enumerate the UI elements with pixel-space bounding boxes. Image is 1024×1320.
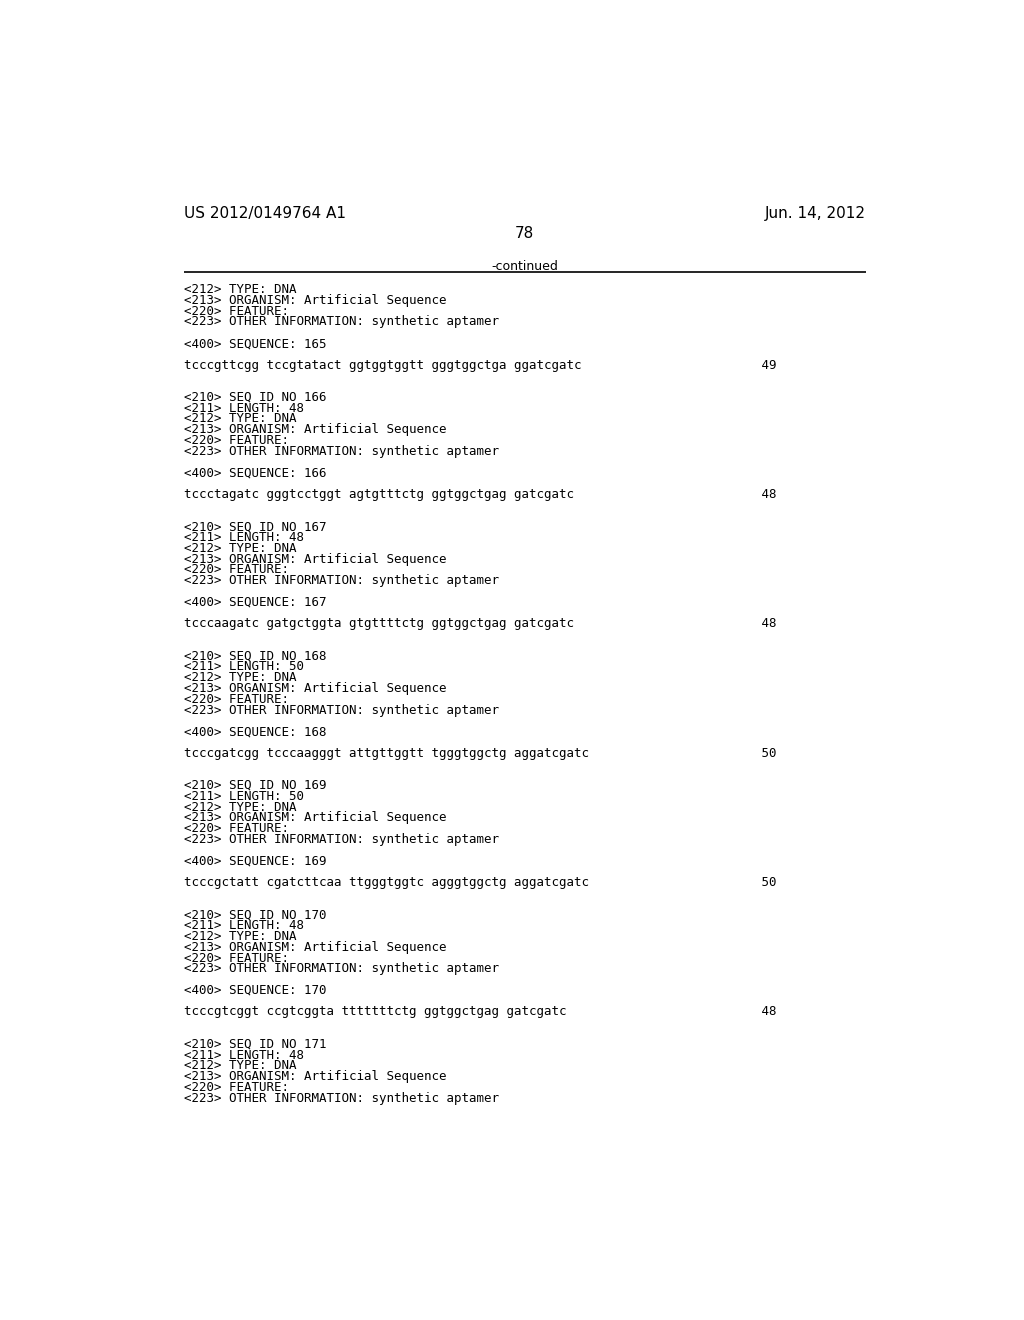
Text: Jun. 14, 2012: Jun. 14, 2012 (765, 206, 866, 222)
Text: <400> SEQUENCE: 167: <400> SEQUENCE: 167 (183, 595, 327, 609)
Text: tcccgctatt cgatcttcaa ttgggtggtc agggtggctg aggatcgatc                       50: tcccgctatt cgatcttcaa ttgggtggtc agggtgg… (183, 876, 776, 890)
Text: <213> ORGANISM: Artificial Sequence: <213> ORGANISM: Artificial Sequence (183, 682, 446, 696)
Text: <400> SEQUENCE: 170: <400> SEQUENCE: 170 (183, 983, 327, 997)
Text: <223> OTHER INFORMATION: synthetic aptamer: <223> OTHER INFORMATION: synthetic aptam… (183, 704, 499, 717)
Text: <211> LENGTH: 48: <211> LENGTH: 48 (183, 919, 304, 932)
Text: <220> FEATURE:: <220> FEATURE: (183, 1081, 289, 1094)
Text: tccctagatc gggtcctggt agtgtttctg ggtggctgag gatcgatc                         48: tccctagatc gggtcctggt agtgtttctg ggtggct… (183, 488, 776, 502)
Text: <211> LENGTH: 50: <211> LENGTH: 50 (183, 660, 304, 673)
Text: <213> ORGANISM: Artificial Sequence: <213> ORGANISM: Artificial Sequence (183, 294, 446, 308)
Text: tcccgtcggt ccgtcggta tttttttctg ggtggctgag gatcgatc                          48: tcccgtcggt ccgtcggta tttttttctg ggtggctg… (183, 1006, 776, 1019)
Text: <400> SEQUENCE: 169: <400> SEQUENCE: 169 (183, 854, 327, 867)
Text: <220> FEATURE:: <220> FEATURE: (183, 952, 289, 965)
Text: <212> TYPE: DNA: <212> TYPE: DNA (183, 543, 296, 554)
Text: <400> SEQUENCE: 165: <400> SEQUENCE: 165 (183, 337, 327, 350)
Text: <223> OTHER INFORMATION: synthetic aptamer: <223> OTHER INFORMATION: synthetic aptam… (183, 833, 499, 846)
Text: <220> FEATURE:: <220> FEATURE: (183, 822, 289, 836)
Text: <212> TYPE: DNA: <212> TYPE: DNA (183, 800, 296, 813)
Text: <223> OTHER INFORMATION: synthetic aptamer: <223> OTHER INFORMATION: synthetic aptam… (183, 1092, 499, 1105)
Text: <400> SEQUENCE: 166: <400> SEQUENCE: 166 (183, 466, 327, 479)
Text: tcccgatcgg tcccaagggt attgttggtt tgggtggctg aggatcgatc                       50: tcccgatcgg tcccaagggt attgttggtt tgggtgg… (183, 747, 776, 760)
Text: <211> LENGTH: 48: <211> LENGTH: 48 (183, 401, 304, 414)
Text: <213> ORGANISM: Artificial Sequence: <213> ORGANISM: Artificial Sequence (183, 424, 446, 437)
Text: <212> TYPE: DNA: <212> TYPE: DNA (183, 284, 296, 296)
Text: <213> ORGANISM: Artificial Sequence: <213> ORGANISM: Artificial Sequence (183, 812, 446, 825)
Text: -continued: -continued (492, 260, 558, 273)
Text: <210> SEQ ID NO 168: <210> SEQ ID NO 168 (183, 649, 327, 663)
Text: <212> TYPE: DNA: <212> TYPE: DNA (183, 929, 296, 942)
Text: <210> SEQ ID NO 166: <210> SEQ ID NO 166 (183, 391, 327, 404)
Text: 78: 78 (515, 226, 535, 242)
Text: <210> SEQ ID NO 169: <210> SEQ ID NO 169 (183, 779, 327, 792)
Text: <210> SEQ ID NO 170: <210> SEQ ID NO 170 (183, 908, 327, 921)
Text: <223> OTHER INFORMATION: synthetic aptamer: <223> OTHER INFORMATION: synthetic aptam… (183, 445, 499, 458)
Text: <213> ORGANISM: Artificial Sequence: <213> ORGANISM: Artificial Sequence (183, 553, 446, 566)
Text: <212> TYPE: DNA: <212> TYPE: DNA (183, 1059, 296, 1072)
Text: tcccaagatc gatgctggta gtgttttctg ggtggctgag gatcgatc                         48: tcccaagatc gatgctggta gtgttttctg ggtggct… (183, 618, 776, 631)
Text: <211> LENGTH: 50: <211> LENGTH: 50 (183, 789, 304, 803)
Text: <400> SEQUENCE: 168: <400> SEQUENCE: 168 (183, 725, 327, 738)
Text: <211> LENGTH: 48: <211> LENGTH: 48 (183, 531, 304, 544)
Text: <213> ORGANISM: Artificial Sequence: <213> ORGANISM: Artificial Sequence (183, 941, 446, 954)
Text: <212> TYPE: DNA: <212> TYPE: DNA (183, 671, 296, 684)
Text: US 2012/0149764 A1: US 2012/0149764 A1 (183, 206, 346, 222)
Text: <220> FEATURE:: <220> FEATURE: (183, 693, 289, 706)
Text: <223> OTHER INFORMATION: synthetic aptamer: <223> OTHER INFORMATION: synthetic aptam… (183, 315, 499, 329)
Text: tcccgttcgg tccgtatact ggtggtggtt gggtggctga ggatcgatc                        49: tcccgttcgg tccgtatact ggtggtggtt gggtggc… (183, 359, 776, 372)
Text: <210> SEQ ID NO 171: <210> SEQ ID NO 171 (183, 1038, 327, 1051)
Text: <213> ORGANISM: Artificial Sequence: <213> ORGANISM: Artificial Sequence (183, 1071, 446, 1084)
Text: <220> FEATURE:: <220> FEATURE: (183, 564, 289, 577)
Text: <211> LENGTH: 48: <211> LENGTH: 48 (183, 1048, 304, 1061)
Text: <210> SEQ ID NO 167: <210> SEQ ID NO 167 (183, 520, 327, 533)
Text: <212> TYPE: DNA: <212> TYPE: DNA (183, 412, 296, 425)
Text: <220> FEATURE:: <220> FEATURE: (183, 434, 289, 447)
Text: <223> OTHER INFORMATION: synthetic aptamer: <223> OTHER INFORMATION: synthetic aptam… (183, 962, 499, 975)
Text: <223> OTHER INFORMATION: synthetic aptamer: <223> OTHER INFORMATION: synthetic aptam… (183, 574, 499, 587)
Text: <220> FEATURE:: <220> FEATURE: (183, 305, 289, 318)
